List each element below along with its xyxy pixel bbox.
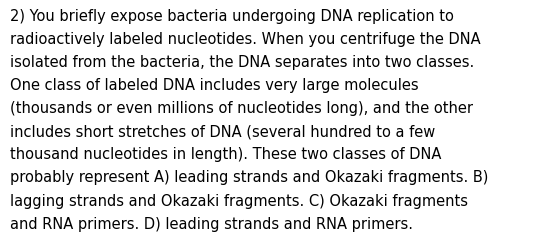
Text: radioactively labeled nucleotides. When you centrifuge the DNA: radioactively labeled nucleotides. When …	[10, 32, 480, 47]
Text: lagging strands and Okazaki fragments. C) Okazaki fragments: lagging strands and Okazaki fragments. C…	[10, 193, 468, 208]
Text: probably represent A) leading strands and Okazaki fragments. B): probably represent A) leading strands an…	[10, 170, 488, 185]
Text: isolated from the bacteria, the DNA separates into two classes.: isolated from the bacteria, the DNA sepa…	[10, 55, 474, 70]
Text: thousand nucleotides in length). These two classes of DNA: thousand nucleotides in length). These t…	[10, 147, 441, 162]
Text: 2) You briefly expose bacteria undergoing DNA replication to: 2) You briefly expose bacteria undergoin…	[10, 9, 454, 24]
Text: includes short stretches of DNA (several hundred to a few: includes short stretches of DNA (several…	[10, 124, 435, 139]
Text: One class of labeled DNA includes very large molecules: One class of labeled DNA includes very l…	[10, 78, 418, 93]
Text: (thousands or even millions of nucleotides long), and the other: (thousands or even millions of nucleotid…	[10, 101, 473, 116]
Text: and RNA primers. D) leading strands and RNA primers.: and RNA primers. D) leading strands and …	[10, 216, 413, 231]
